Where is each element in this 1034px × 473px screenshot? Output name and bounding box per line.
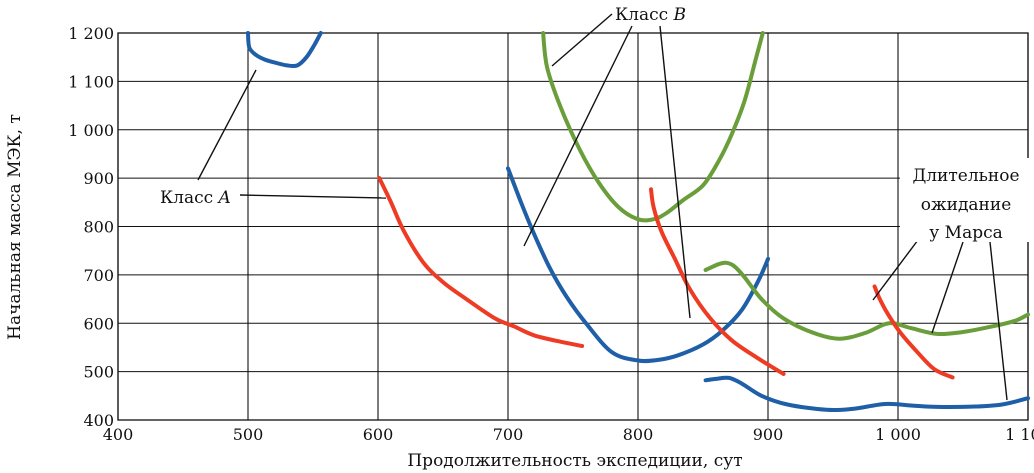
series-line-2	[506, 166, 770, 364]
leader-line-3	[523, 25, 633, 247]
series-line-0	[246, 31, 323, 69]
annotation-long-wait-line-1: Длительное	[912, 166, 1019, 186]
annotation-long-wait-line-2: ожидание	[921, 195, 1012, 215]
series-line-4	[649, 187, 786, 376]
x-tick-label-3: 700	[493, 425, 524, 444]
x-tick-labels: 400 500 600 700 800 900 1 000 1 100	[103, 425, 1034, 444]
series-line-5	[703, 260, 1030, 341]
y-axis-title: Начальная масса МЭК, т	[5, 114, 25, 340]
x-tick-label-0: 400	[103, 425, 134, 444]
series-group	[246, 31, 1030, 413]
leader-line-6	[931, 241, 964, 334]
y-tick-label-3: 700	[83, 266, 114, 285]
leader-line-5	[872, 235, 922, 301]
annotation-long-wait: Длительное ожидание у Марса	[900, 158, 1032, 243]
leader-line-1	[239, 194, 387, 199]
x-tick-label-7: 1 100	[1005, 425, 1034, 444]
leader-line-4	[659, 25, 691, 319]
series-line-1	[377, 176, 585, 348]
x-tick-label-2: 600	[363, 425, 394, 444]
series-line-6	[703, 375, 1030, 413]
leader-lines	[197, 13, 1008, 401]
annotation-class-b: Класс B	[615, 5, 686, 25]
y-tick-label-4: 800	[83, 218, 114, 237]
annotation-long-wait-line-3: у Марса	[929, 223, 1003, 243]
series-line-7	[872, 284, 955, 380]
grid	[117, 32, 1029, 421]
y-tick-label-8: 1 200	[68, 24, 114, 43]
series-line-3	[541, 31, 765, 223]
leader-line-0	[197, 69, 257, 181]
x-tick-label-1: 500	[233, 425, 264, 444]
x-axis-title: Продолжительность экспедиции, сут	[407, 451, 742, 471]
annotation-class-a: Класс A	[160, 188, 231, 208]
y-tick-label-2: 600	[83, 314, 114, 333]
x-tick-label-4: 800	[623, 425, 654, 444]
y-tick-label-5: 900	[83, 169, 114, 188]
x-tick-label-5: 900	[753, 425, 784, 444]
y-tick-labels: 400 500 600 700 800 900 1 000 1 100 1 200	[68, 24, 114, 430]
leader-line-2	[551, 13, 613, 67]
y-tick-label-1: 500	[83, 363, 114, 382]
x-tick-label-6: 1 000	[875, 425, 921, 444]
y-tick-label-0: 400	[83, 411, 114, 430]
y-tick-label-6: 1 000	[68, 121, 114, 140]
leader-line-7	[989, 241, 1008, 401]
y-tick-label-7: 1 100	[68, 72, 114, 91]
